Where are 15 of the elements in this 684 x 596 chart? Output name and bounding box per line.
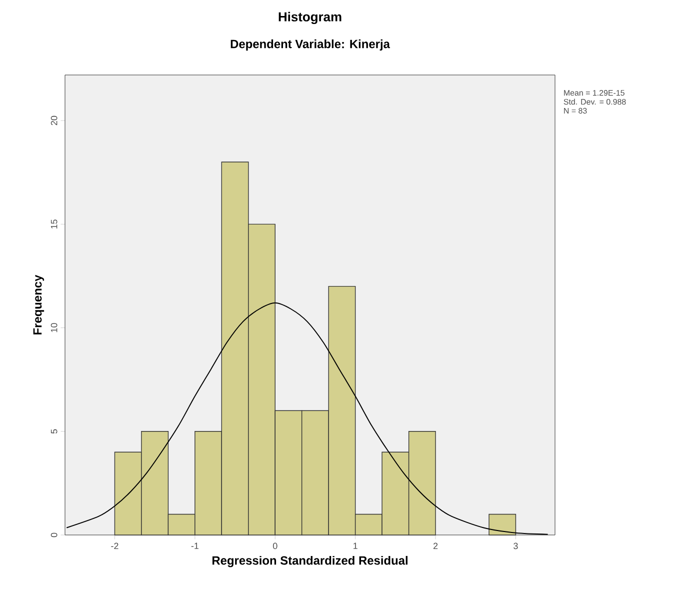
- y-tick-label: 0: [50, 532, 58, 538]
- x-tick-label: 2: [433, 542, 438, 550]
- x-tick-label: 1: [354, 542, 358, 549]
- y-tick-label: 5: [50, 429, 58, 434]
- y-tick-label: 20: [50, 116, 58, 126]
- y-tick-label: 15: [50, 220, 58, 228]
- x-tick-label: -2: [111, 542, 118, 550]
- chart-subtitle: Dependent Variable: Kinerja: [230, 39, 390, 51]
- x-tick-label: 0: [272, 542, 278, 550]
- x-tick-label: 3: [514, 542, 518, 550]
- x-axis-title: Regression Standardized Residual: [212, 556, 408, 568]
- y-axis-title: Frequency: [33, 274, 44, 334]
- y-tick-label: 10: [50, 323, 58, 332]
- chart-title: Histogram: [278, 12, 342, 24]
- x-tick-label: -1: [191, 542, 198, 549]
